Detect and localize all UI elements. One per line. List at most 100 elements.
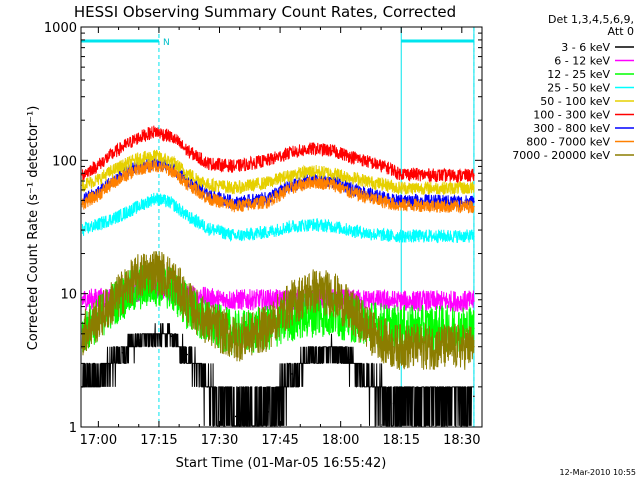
data-point [186,302,188,304]
data-point [234,339,237,341]
x-tick-label: 17:15 [140,433,177,448]
data-point [206,197,209,199]
x-tick-label: 17:30 [201,433,238,448]
series-group [81,251,475,370]
data-point [234,205,237,208]
data-point [186,172,188,175]
y-tick-label: 1 [69,421,77,436]
data-point [392,168,395,171]
x-tick-label: 18:00 [322,433,359,448]
series-line [81,158,475,214]
data-point [186,353,188,356]
x-tick-label: 18:30 [443,433,480,448]
data-point [311,181,314,183]
series-layer [81,125,475,427]
data-point [311,223,314,226]
data-point [291,187,294,189]
data-point [206,162,209,165]
chart-title: HESSI Observing Summary Count Rates, Cor… [74,3,456,21]
data-point [372,181,374,184]
data-point [101,373,104,375]
data-point [392,235,395,237]
legend-label: 25 - 50 keV [547,82,610,95]
data-point [186,215,188,218]
data-point [267,200,269,203]
data-point [97,223,100,226]
data-point [331,149,334,152]
data-point [444,235,447,237]
data-point [170,160,172,163]
time-markers: N [81,27,475,427]
series-line [82,323,474,427]
data-point [291,173,294,176]
data-point [347,358,350,361]
data-point [473,174,475,177]
y-tick-label: 100 [52,154,77,169]
data-point [372,198,374,201]
data-point [392,203,395,205]
data-point [267,181,269,184]
data-point [331,225,334,228]
x-tick-label: 17:45 [261,433,298,448]
series-group [81,158,475,214]
data-point [170,136,172,138]
data-point [154,197,156,199]
data-point [473,200,475,203]
data-point [186,149,188,152]
data-point [347,187,350,189]
data-point [137,136,140,139]
data-point [420,173,423,176]
data-point [396,235,399,237]
data-point [137,339,140,341]
data-point [473,235,475,237]
data-point [117,295,120,298]
data-point [372,162,374,165]
data-point [117,166,120,169]
y-tick-label: 10 [60,288,77,303]
data-point [347,176,350,178]
data-point [234,415,237,418]
data-point [473,345,475,348]
data-point [420,345,423,348]
series-line [81,192,475,244]
data-point [331,183,334,186]
data-point [311,353,314,356]
data-point [267,327,269,330]
data-point [400,300,403,302]
data-point [206,322,209,325]
data-point [234,165,237,168]
data-point [154,155,156,157]
data-point [347,309,350,312]
data-point [81,184,83,187]
series-line [81,149,475,195]
data-point [117,178,120,181]
data-point [170,202,172,204]
data-point [444,205,447,208]
data-point [331,172,334,175]
y-axis-label: Corrected Count Rate (s⁻¹ detector⁻¹) [26,106,41,351]
data-point [97,317,100,320]
data-point [473,395,475,398]
data-point [170,169,172,172]
data-point [372,386,374,388]
data-point [473,187,475,189]
legend-label: 100 - 300 keV [533,109,610,122]
series-line [81,125,475,184]
data-point [267,411,269,413]
data-point [372,233,374,235]
axes: 17:00 17:15 17:30 17:45 18:00 18:15 18:30 1 10 10… [44,21,483,448]
data-point [392,402,395,405]
data-point [206,386,209,388]
data-point [170,335,172,338]
data-point [206,227,209,229]
data-point [396,187,399,189]
data-point [444,200,447,203]
data-point [291,373,294,375]
data-point [444,345,447,348]
data-point [473,327,475,330]
data-point [267,231,269,233]
data-point [206,183,209,186]
data-point [396,345,399,348]
data-point [279,299,281,301]
